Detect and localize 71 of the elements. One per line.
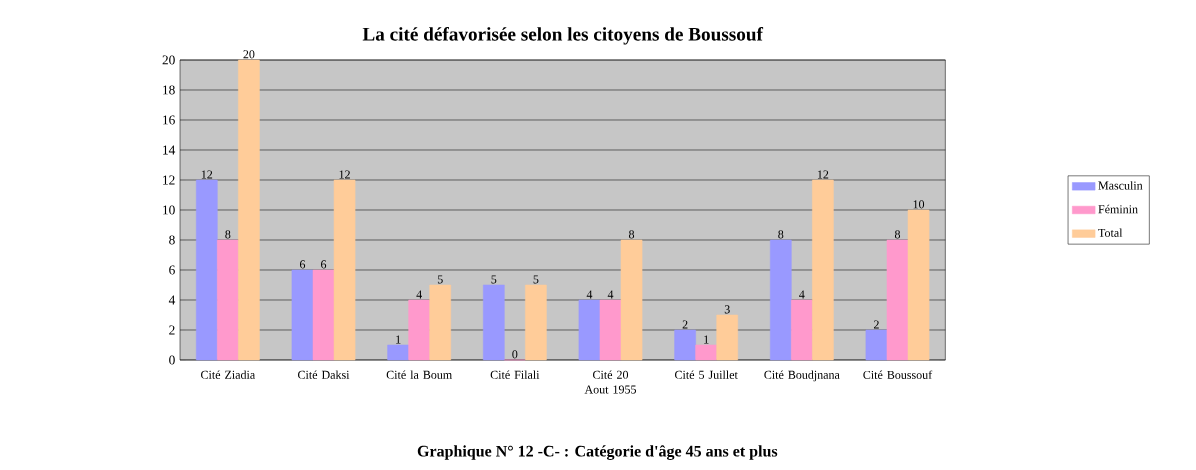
x-tick-label: Cité Boussouf — [863, 370, 933, 379]
bar — [865, 329, 888, 361]
bar — [429, 284, 452, 361]
data-label: 8 — [778, 230, 784, 239]
bar — [196, 179, 218, 361]
data-label: 20 — [243, 50, 255, 59]
legend-label: Total — [1098, 228, 1123, 237]
data-label: 2 — [682, 320, 688, 329]
bar — [483, 284, 505, 361]
y-tick-label: 6 — [169, 265, 175, 275]
text: Graphique N° 12 -C- : Catégorie d'âge 45 ans et plus — [417, 445, 778, 460]
bar — [907, 209, 930, 361]
bar — [716, 314, 739, 361]
data-label: 5 — [533, 275, 539, 284]
bar — [291, 269, 314, 361]
data-label: 5 — [491, 275, 497, 284]
bar — [578, 299, 601, 361]
data-label: 4 — [416, 290, 422, 299]
bar — [791, 299, 813, 361]
data-label: 3 — [724, 305, 730, 314]
y-tick-label: 14 — [163, 145, 176, 155]
data-label: 6 — [299, 260, 306, 269]
x-tick-label: Cité la Boum — [386, 370, 452, 379]
data-label: 1 — [704, 335, 709, 344]
x-tick-label: Cité Filali — [490, 370, 540, 379]
bar — [387, 344, 409, 361]
data-label: 12 — [817, 170, 829, 179]
x-tick-label: Cité 5 Juillet — [675, 370, 738, 379]
chart-title: La cité défavorisée selon les citoyens de Boussouf — [362, 26, 764, 45]
x-tick-label: Cité Daksi — [298, 370, 350, 379]
bar — [695, 344, 717, 361]
bar — [599, 299, 622, 361]
y-tick-label: 18 — [163, 85, 175, 95]
data-label: 6 — [321, 260, 327, 269]
data-label: 8 — [225, 230, 231, 239]
data-label: 10 — [913, 200, 925, 209]
data-label: 0 — [512, 350, 518, 359]
data-label: 8 — [894, 230, 901, 239]
x-tick-label: Cité 20 Aout 1955 — [584, 370, 637, 394]
data-label: 5 — [437, 275, 443, 284]
data-label: 12 — [339, 170, 350, 179]
y-tick-label: 10 — [163, 205, 175, 215]
y-tick-label: 4 — [168, 295, 176, 305]
legend-label: Masculin — [1098, 181, 1143, 190]
bar — [408, 299, 430, 361]
bar — [312, 269, 335, 361]
y-tick-label: 12 — [163, 175, 175, 185]
bar — [525, 284, 547, 361]
bar — [238, 59, 260, 361]
bar — [812, 179, 834, 361]
bar — [770, 239, 792, 361]
x-tick-label: Cité Ziadia — [201, 370, 256, 379]
y-tick-label: 2 — [169, 325, 175, 335]
bar — [333, 179, 356, 361]
bar — [620, 239, 643, 361]
y-tick-label: 0 — [169, 355, 175, 365]
data-label: 1 — [396, 335, 401, 344]
bar — [217, 239, 239, 361]
y-tick-label: 20 — [162, 55, 175, 65]
data-label: 4 — [607, 290, 614, 299]
y-tick-label: 16 — [163, 115, 175, 125]
y-tick-label: 8 — [169, 235, 175, 245]
data-label: 8 — [629, 230, 635, 239]
data-label: 2 — [873, 320, 879, 329]
bar — [674, 329, 696, 361]
data-label: 4 — [799, 290, 805, 299]
data-label: 4 — [586, 290, 593, 299]
bar — [886, 239, 909, 361]
x-tick-label: Cité Boudjnana — [764, 370, 840, 382]
legend-label: Féminin — [1098, 204, 1138, 214]
data-label: 12 — [201, 170, 213, 179]
